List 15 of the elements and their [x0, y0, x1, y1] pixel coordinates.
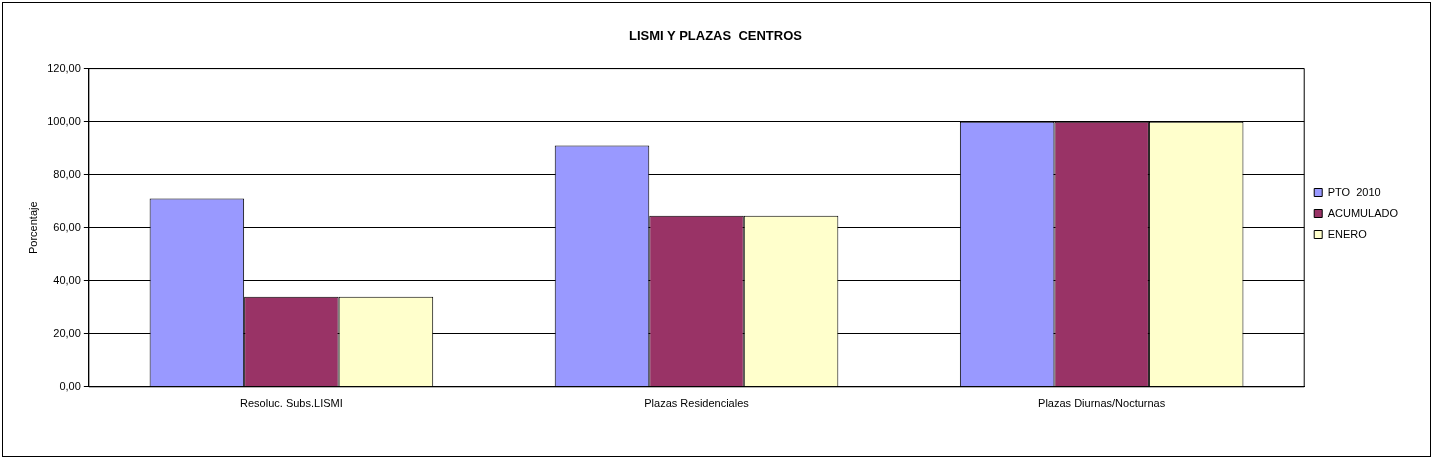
y-tick-label: 120,00: [47, 61, 81, 74]
y-tick-label: 60,00: [53, 220, 81, 233]
y-tick-label: 0,00: [59, 379, 81, 392]
y-axis-title: Porcentaje: [26, 201, 39, 254]
y-tick-label: 100,00: [47, 114, 81, 127]
y-tick-label: 20,00: [53, 326, 81, 339]
x-tick-label: Resoluc. Subs.LISMI: [240, 397, 343, 410]
x-tick-label: Plazas Diurnas/Nocturnas: [1038, 397, 1166, 410]
y-tick-label: 80,00: [53, 167, 81, 180]
y-tick-label: 40,00: [53, 273, 81, 286]
legend-label: ACUMULADO: [1327, 206, 1399, 219]
legend-label: ENERO: [1327, 227, 1368, 240]
chart-title: LISMI Y PLAZAS CENTROS: [629, 28, 803, 44]
legend-label: PTO 2010: [1327, 185, 1381, 198]
x-tick-label: Plazas Residenciales: [644, 397, 750, 410]
